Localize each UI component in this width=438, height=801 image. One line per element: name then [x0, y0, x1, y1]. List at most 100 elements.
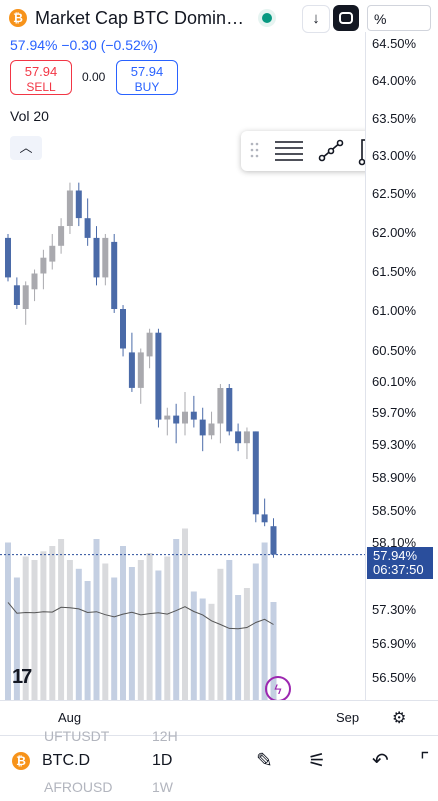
volume-bar — [261, 542, 268, 700]
chevron-up-icon: ︿ — [19, 140, 33, 155]
undo-icon[interactable]: ↶ — [372, 750, 389, 772]
candle-body — [173, 415, 180, 424]
indicators-sliders-icon[interactable]: ⚟ — [308, 750, 326, 772]
price-axis-label: 59.30% — [372, 437, 417, 452]
candle — [146, 328, 153, 369]
volume-bar — [111, 577, 118, 700]
drawing-pen-icon[interactable]: ✎ — [256, 750, 273, 772]
interval-selector[interactable]: 1D — [152, 752, 173, 769]
volume-bar — [155, 570, 162, 700]
price-axis[interactable] — [365, 32, 438, 700]
candle — [58, 218, 65, 254]
chart-canvas[interactable] — [0, 0, 365, 701]
candle — [208, 411, 215, 440]
volume-bar — [137, 560, 144, 700]
tradingview-logo: 17 — [12, 666, 32, 688]
volume-bar — [146, 553, 153, 700]
volume-bar — [58, 539, 65, 700]
candle — [252, 431, 259, 523]
candle — [66, 182, 73, 234]
drag-handle-icon — [250, 142, 259, 158]
volume-bar — [270, 602, 277, 700]
ghost-interval-1: 12H — [152, 728, 178, 744]
market-status-icon[interactable] — [258, 9, 276, 27]
collapse-indicators-button[interactable]: ︿ — [10, 136, 42, 160]
candle-body — [40, 257, 47, 274]
candle — [111, 233, 118, 313]
candle — [84, 198, 91, 246]
volume-bar — [226, 560, 233, 700]
candle — [243, 427, 250, 460]
candle — [217, 384, 224, 444]
candle — [5, 233, 11, 282]
candle-body — [31, 273, 38, 290]
download-arrow-icon[interactable]: ↓ — [302, 5, 330, 33]
price-chart-svg[interactable] — [0, 0, 365, 701]
sell-price: 57.94 — [24, 64, 58, 79]
volume-indicator-label[interactable]: Vol 20 — [10, 108, 49, 124]
fullscreen-icon[interactable]: ⌜ — [420, 750, 430, 772]
volume-bar — [49, 546, 56, 700]
candle-body — [270, 526, 277, 555]
candle — [235, 423, 242, 452]
price-axis-label: 62.00% — [372, 225, 417, 240]
symbol-selector[interactable]: BTC.D — [42, 752, 90, 769]
candle — [155, 328, 162, 428]
candle-body — [84, 218, 91, 238]
volume-bar — [235, 595, 242, 700]
replay-button[interactable] — [333, 5, 359, 31]
volume-bar — [13, 577, 20, 700]
candle — [137, 348, 144, 404]
sell-button[interactable]: 57.94 SELL — [10, 60, 72, 95]
volume-bar — [190, 591, 197, 700]
candle-body — [128, 352, 135, 388]
last-price-tag-value: 57.94% — [373, 548, 418, 563]
buy-label: BUY — [134, 80, 160, 94]
volume-bar — [164, 556, 171, 700]
candle-body — [217, 388, 224, 424]
last-price: 57.94% — [10, 37, 58, 53]
replay-icon — [339, 12, 353, 24]
price-axis-label: 59.70% — [372, 405, 417, 420]
price-change-line: 57.94% −0.30 (−0.52%) — [10, 37, 158, 53]
volume-bar — [182, 528, 188, 700]
candle-body — [155, 332, 162, 420]
price-axis-label: 58.50% — [372, 503, 417, 518]
volume-bar — [66, 560, 73, 700]
percent-scale-toggle[interactable]: % — [367, 5, 431, 31]
price-axis-label: 64.00% — [372, 73, 417, 88]
time-axis[interactable] — [0, 700, 438, 733]
time-label-aug: Aug — [58, 710, 82, 725]
candle-body — [252, 431, 259, 515]
symbol-title[interactable]: Market Cap BTC Domin… — [35, 8, 245, 28]
price-axis-label: 60.50% — [372, 343, 417, 358]
volume-bar — [75, 568, 82, 701]
volume-bar — [84, 581, 91, 700]
candle — [40, 249, 47, 290]
candle — [13, 277, 20, 310]
candle-body — [164, 415, 171, 420]
volume-bar — [217, 568, 224, 701]
horizontal-lines-icon — [275, 141, 303, 161]
candle-body — [261, 514, 268, 523]
candle-body — [5, 237, 11, 278]
candle — [102, 233, 109, 286]
settings-gear-icon[interactable]: ⚙ — [392, 710, 407, 727]
price-axis-label: 58.90% — [372, 470, 417, 485]
candle-body — [182, 411, 188, 424]
flash-icon[interactable]: ϟ — [265, 676, 291, 702]
volume-bar — [93, 539, 100, 700]
candle-body — [13, 285, 20, 305]
candle — [226, 384, 233, 436]
buy-button[interactable]: 57.94 BUY — [116, 60, 178, 95]
volume-bar — [31, 560, 38, 700]
candle — [93, 226, 100, 286]
price-axis-label: 60.10% — [372, 374, 417, 389]
candle — [49, 233, 56, 270]
volume-bar — [243, 588, 250, 700]
candle — [182, 391, 188, 436]
candle — [128, 332, 135, 392]
volume-bar — [5, 542, 11, 700]
candle-body — [146, 332, 153, 357]
candle-body — [102, 237, 109, 278]
